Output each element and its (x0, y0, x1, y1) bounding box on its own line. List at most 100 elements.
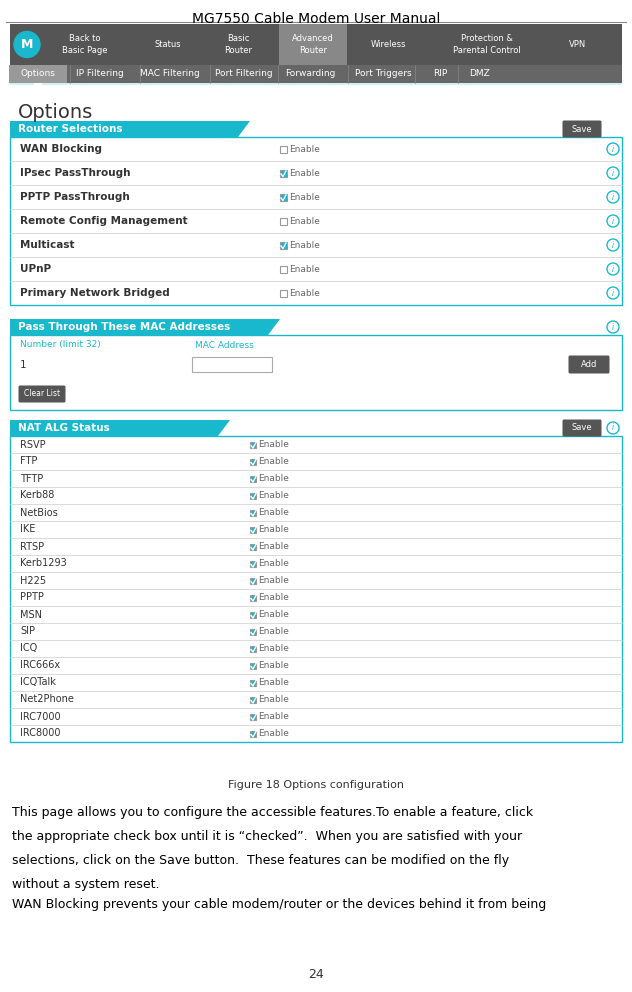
Text: Enable: Enable (258, 695, 289, 704)
Polygon shape (33, 83, 43, 89)
FancyBboxPatch shape (250, 544, 256, 550)
Text: TFTP: TFTP (20, 473, 43, 483)
Text: the appropriate check box until it is “checked”.  When you are satisfied with yo: the appropriate check box until it is “c… (12, 830, 522, 843)
FancyBboxPatch shape (280, 241, 287, 249)
Text: i: i (612, 322, 614, 331)
Text: WAN Blocking prevents your cable modem/router or the devices behind it from bein: WAN Blocking prevents your cable modem/r… (12, 898, 546, 911)
Circle shape (607, 239, 619, 251)
Text: Port Filtering: Port Filtering (215, 69, 273, 78)
Text: i: i (612, 240, 614, 250)
Text: Enable: Enable (258, 508, 289, 517)
Text: Figure 18 Options configuration: Figure 18 Options configuration (228, 780, 404, 790)
FancyBboxPatch shape (279, 24, 347, 65)
FancyBboxPatch shape (250, 594, 256, 600)
Text: Enable: Enable (258, 559, 289, 568)
Polygon shape (10, 121, 250, 137)
Text: Enable: Enable (258, 610, 289, 619)
Text: Advanced
Router: Advanced Router (292, 35, 334, 55)
FancyBboxPatch shape (10, 436, 622, 742)
Text: VPN: VPN (569, 40, 586, 49)
Circle shape (607, 143, 619, 155)
Text: Enable: Enable (289, 265, 320, 274)
FancyBboxPatch shape (192, 357, 272, 372)
Text: Enable: Enable (289, 289, 320, 298)
Text: Enable: Enable (258, 678, 289, 687)
FancyBboxPatch shape (280, 290, 287, 297)
Text: Options: Options (21, 69, 56, 78)
Text: This page allows you to configure the accessible features.To enable a feature, c: This page allows you to configure the ac… (12, 806, 533, 819)
Text: WAN Blocking: WAN Blocking (20, 144, 102, 154)
Text: Save: Save (572, 125, 592, 134)
FancyBboxPatch shape (10, 335, 622, 410)
Text: Enable: Enable (258, 576, 289, 585)
Text: i: i (612, 145, 614, 154)
Circle shape (607, 215, 619, 227)
FancyBboxPatch shape (280, 266, 287, 273)
Text: M: M (21, 38, 33, 51)
FancyBboxPatch shape (250, 441, 256, 447)
Text: PPTP PassThrough: PPTP PassThrough (20, 192, 130, 202)
Text: Enable: Enable (258, 661, 289, 670)
Text: Enable: Enable (258, 644, 289, 653)
Text: selections, click on the Save button.  These features can be modified on the fly: selections, click on the Save button. Th… (12, 854, 509, 867)
Text: Enable: Enable (258, 457, 289, 466)
Text: MAC Address: MAC Address (195, 340, 254, 349)
Text: i: i (612, 265, 614, 274)
Circle shape (607, 321, 619, 333)
Circle shape (607, 167, 619, 179)
Text: Basic
Router: Basic Router (224, 35, 252, 55)
Text: Enable: Enable (258, 474, 289, 483)
Text: Pass Through These MAC Addresses: Pass Through These MAC Addresses (18, 322, 230, 332)
Text: i: i (612, 216, 614, 225)
Text: i: i (612, 424, 614, 433)
Text: Enable: Enable (289, 240, 320, 250)
Text: Kerb1293: Kerb1293 (20, 558, 67, 568)
Circle shape (607, 422, 619, 434)
FancyBboxPatch shape (250, 611, 256, 617)
Text: RIP: RIP (433, 69, 447, 78)
FancyBboxPatch shape (250, 730, 256, 736)
Text: DMZ: DMZ (470, 69, 490, 78)
FancyBboxPatch shape (250, 560, 256, 566)
Text: Port Triggers: Port Triggers (355, 69, 411, 78)
Text: MAC Filtering: MAC Filtering (140, 69, 200, 78)
FancyBboxPatch shape (250, 629, 256, 635)
Text: Number (limit 32): Number (limit 32) (20, 340, 100, 349)
Text: Remote Config Management: Remote Config Management (20, 216, 188, 226)
Text: PPTP: PPTP (20, 592, 44, 602)
Text: Multicast: Multicast (20, 240, 75, 250)
Polygon shape (10, 420, 230, 436)
Text: H225: H225 (20, 575, 46, 585)
FancyBboxPatch shape (562, 420, 602, 436)
FancyBboxPatch shape (250, 663, 256, 669)
Text: Kerb88: Kerb88 (20, 490, 54, 501)
Text: NAT ALG Status: NAT ALG Status (18, 423, 110, 433)
Text: NetBios: NetBios (20, 508, 58, 518)
Text: Enable: Enable (289, 216, 320, 225)
Text: MG7550 Cable Modem User Manual: MG7550 Cable Modem User Manual (192, 12, 440, 26)
Text: without a system reset.: without a system reset. (12, 878, 159, 891)
Text: IKE: IKE (20, 525, 35, 535)
Text: Wireless: Wireless (370, 40, 406, 49)
Text: i: i (612, 169, 614, 178)
Text: Enable: Enable (258, 491, 289, 500)
FancyBboxPatch shape (9, 65, 67, 83)
Text: i: i (612, 289, 614, 298)
FancyBboxPatch shape (18, 386, 66, 403)
Text: Enable: Enable (258, 542, 289, 551)
Text: Net2Phone: Net2Phone (20, 694, 74, 704)
FancyBboxPatch shape (250, 713, 256, 719)
Circle shape (14, 32, 40, 58)
Text: Save: Save (572, 424, 592, 433)
Text: RSVP: RSVP (20, 439, 46, 449)
Text: IRC8000: IRC8000 (20, 728, 61, 738)
FancyBboxPatch shape (250, 510, 256, 516)
FancyBboxPatch shape (280, 217, 287, 224)
Text: IRC666x: IRC666x (20, 661, 60, 671)
Text: Enable: Enable (258, 729, 289, 738)
Text: Enable: Enable (258, 712, 289, 721)
FancyBboxPatch shape (250, 458, 256, 464)
Text: Back to
Basic Page: Back to Basic Page (62, 35, 107, 55)
Circle shape (607, 263, 619, 275)
Text: Enable: Enable (258, 440, 289, 449)
